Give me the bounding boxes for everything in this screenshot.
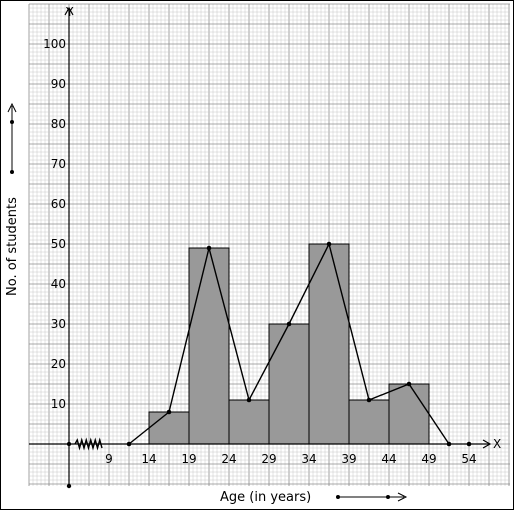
y-axis-title: No. of students	[5, 197, 20, 296]
axis-titles: Age (in years) No. of students	[5, 197, 311, 505]
x-tick-label: 34	[301, 452, 316, 466]
y-tick-label: 10	[51, 397, 66, 411]
y-tick-label: 70	[51, 157, 66, 171]
y-direction-dot	[10, 120, 14, 124]
tick-labels: 9 14 19 24 29 34 39 44 49 54 10 20 30 40 50 60 70 80 90 100	[43, 37, 477, 466]
axis-end-dot	[66, 483, 72, 489]
x-tick-label: 54	[461, 452, 476, 466]
y-tick-label: 90	[51, 77, 66, 91]
frequency-polygon	[126, 241, 472, 447]
histogram-bar	[348, 399, 390, 445]
x-tick-label: 29	[261, 452, 276, 466]
frequency-polygon-point	[166, 409, 172, 415]
origin-dot	[66, 441, 72, 447]
x-tick-label: 14	[141, 452, 156, 466]
x-axis-point	[466, 441, 472, 447]
x-axis-title: Age (in years)	[220, 490, 311, 505]
y-direction-arrowhead	[7, 102, 17, 113]
x-tick-label: 44	[381, 452, 396, 466]
x-direction-dot	[386, 495, 390, 499]
y-tick-label: 40	[51, 277, 66, 291]
frequency-polygon-point	[286, 321, 292, 327]
histogram-bars	[148, 243, 430, 445]
frequency-polygon-point	[126, 441, 132, 447]
y-tick-label: 30	[51, 317, 66, 331]
axes: Y X	[29, 5, 501, 489]
frequency-polygon-point	[406, 381, 412, 387]
frequency-polygon-point	[326, 241, 332, 247]
y-tick-label: 60	[51, 197, 66, 211]
histogram-bar	[268, 323, 310, 445]
frequency-polygon-point	[366, 397, 372, 403]
x-tick-label: 49	[421, 452, 436, 466]
x-direction-arrowhead	[397, 492, 408, 502]
x-tick-label: 24	[221, 452, 236, 466]
x-tick-label: 9	[105, 452, 113, 466]
y-tick-label: 80	[51, 117, 66, 131]
x-tick-label: 39	[341, 452, 356, 466]
y-axis-arrowhead	[64, 6, 74, 16]
x-axis-arrowhead	[482, 439, 492, 449]
histogram-bar	[228, 399, 270, 445]
histogram-bar	[308, 243, 350, 445]
x-direction-dot	[336, 495, 340, 499]
histogram-bar	[188, 247, 230, 445]
axis-break-mark	[74, 437, 103, 451]
y-tick-label: 100	[43, 37, 66, 51]
y-tick-label: 20	[51, 357, 66, 371]
y-direction-dot	[10, 170, 14, 174]
frequency-polygon-point	[246, 397, 252, 403]
x-tick-label: 19	[181, 452, 196, 466]
y-tick-label: 50	[51, 237, 66, 251]
histogram-bar	[388, 383, 430, 445]
direction-arrows	[7, 102, 408, 502]
histogram-bar	[148, 411, 190, 445]
grid	[28, 3, 510, 486]
frequency-polygon-point	[446, 441, 452, 447]
frequency-polygon-point	[206, 245, 212, 251]
x-axis-letter: X	[493, 437, 501, 451]
